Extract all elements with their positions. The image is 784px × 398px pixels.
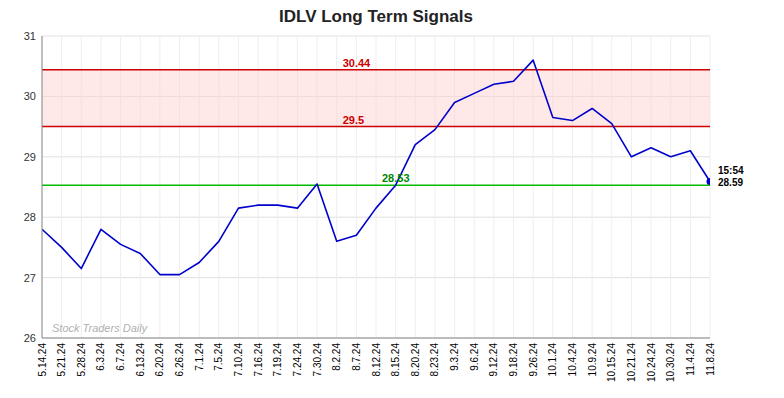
x-tick-label: 7.24.24 bbox=[292, 343, 303, 377]
y-tick-label: 31 bbox=[24, 30, 36, 42]
x-tick-label: 10.15.24 bbox=[606, 343, 617, 382]
x-tick-label: 8.7.24 bbox=[351, 343, 362, 371]
x-tick-label: 6.3.24 bbox=[95, 343, 106, 371]
x-axis bbox=[42, 338, 710, 339]
last-point-label-line: 28.59 bbox=[718, 177, 743, 188]
band bbox=[42, 70, 710, 127]
x-tick-label: 7.16.24 bbox=[253, 343, 264, 377]
reference-label: 28.53 bbox=[382, 172, 410, 184]
last-point-label: 15:5428.59 bbox=[718, 165, 744, 188]
x-tick-label: 6.26.24 bbox=[174, 343, 185, 377]
reference-line bbox=[42, 126, 710, 128]
x-tick-label: 8.15.24 bbox=[390, 343, 401, 377]
y-tick-label: 30 bbox=[24, 90, 36, 102]
x-tick-label: 7.1.24 bbox=[194, 343, 205, 371]
last-point-label-line: 15:54 bbox=[718, 165, 744, 176]
y-tick-label: 28 bbox=[24, 211, 36, 223]
x-tick-label: 7.19.24 bbox=[272, 343, 283, 377]
title: IDLV Long Term Signals bbox=[279, 7, 473, 26]
x-tick-label: 10.4.24 bbox=[567, 343, 578, 377]
x-tick-label: 10.21.24 bbox=[626, 343, 637, 382]
x-tick-label: 10.30.24 bbox=[665, 343, 676, 382]
x-tick-label: 7.30.24 bbox=[312, 343, 323, 377]
plot-area bbox=[42, 60, 710, 274]
y-tick-label: 29 bbox=[24, 151, 36, 163]
reference-label: 30.44 bbox=[343, 57, 371, 69]
x-tick-label: 8.12.24 bbox=[371, 343, 382, 377]
x-tick-label: 9.26.24 bbox=[528, 343, 539, 377]
x-tick-label: 6.7.24 bbox=[115, 343, 126, 371]
x-tick-label: 10.24.24 bbox=[646, 343, 657, 382]
x-tick-label: 5.21.24 bbox=[56, 343, 67, 377]
x-tick-label: 10.1.24 bbox=[547, 343, 558, 377]
reference-label: 29.5 bbox=[343, 114, 364, 126]
chart: IDLV Long Term Signals 26 27 28 29 30 31 5.14.2… bbox=[0, 0, 784, 398]
x-tick-label: 6.20.24 bbox=[154, 343, 165, 377]
grid-line bbox=[42, 338, 710, 339]
y-tick-label: 27 bbox=[24, 272, 36, 284]
x-tick-label: 8.23.24 bbox=[429, 343, 440, 377]
x-tick-label: 5.28.24 bbox=[76, 343, 87, 377]
grid-line bbox=[42, 36, 43, 338]
x-tick-label: 7.10.24 bbox=[233, 343, 244, 377]
price-line bbox=[42, 60, 710, 274]
x-tick-label: 9.12.24 bbox=[488, 343, 499, 377]
x-tick-label: 11.4.24 bbox=[685, 343, 696, 376]
last-point bbox=[707, 178, 711, 185]
x-tick-label: 9.6.24 bbox=[469, 343, 480, 371]
reference-line bbox=[42, 69, 710, 71]
x-tick-label: 10.9.24 bbox=[587, 343, 598, 377]
y-tick-label: 26 bbox=[24, 332, 36, 344]
x-tick-label: 8.20.24 bbox=[410, 343, 421, 377]
x-tick-label: 9.18.24 bbox=[508, 343, 519, 377]
x-tick-label: 8.2.24 bbox=[331, 343, 342, 371]
x-tick-label: 11.8.24 bbox=[705, 343, 716, 376]
reference-line bbox=[42, 184, 710, 186]
grid bbox=[42, 36, 710, 338]
x-tick-label: 6.13.24 bbox=[135, 343, 146, 377]
x-tick-label: 9.3.24 bbox=[449, 343, 460, 371]
x-tick-label: 5.14.24 bbox=[37, 343, 48, 377]
watermark: Stock Traders Daily bbox=[52, 322, 149, 334]
y-axis bbox=[42, 36, 43, 338]
x-tick-label: 7.5.24 bbox=[213, 343, 224, 371]
